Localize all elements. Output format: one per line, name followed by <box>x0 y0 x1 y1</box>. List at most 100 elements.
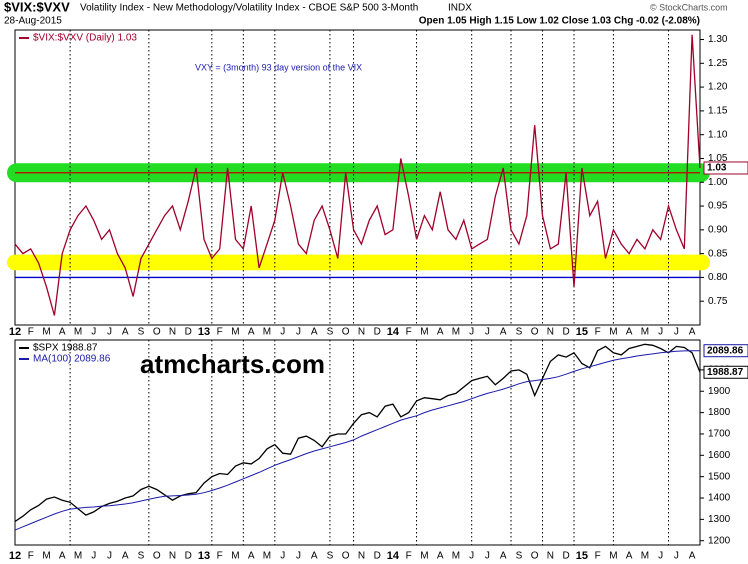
x-tick-label: M <box>231 327 239 338</box>
x-tick-label: A <box>437 327 444 338</box>
x-tick-label: 13 <box>198 326 210 338</box>
end-label: 2089.86 <box>707 345 744 356</box>
x-tick-label: J <box>469 327 474 338</box>
x-tick-label: S <box>516 551 523 562</box>
x-tick-label: F <box>406 327 412 338</box>
x-tick-label: F <box>28 327 34 338</box>
x-tick-label: M <box>74 551 82 562</box>
end-label: 1988.87 <box>707 367 744 378</box>
x-tick-label: N <box>547 327 554 338</box>
x-tick-label: J <box>658 327 663 338</box>
y-tick-label: 1.00 <box>708 177 728 188</box>
x-tick-label: J <box>296 327 301 338</box>
x-tick-label: D <box>185 551 192 562</box>
x-tick-label: A <box>626 551 633 562</box>
data-line <box>14 34 701 316</box>
x-tick-label: J <box>674 551 679 562</box>
y-tick-label: 1.25 <box>708 58 728 69</box>
legend-entry: $VIX:$VXV (Daily) 1.03 <box>33 33 137 44</box>
x-tick-label: A <box>122 551 129 562</box>
end-label-box <box>703 344 748 358</box>
data-line <box>14 350 700 531</box>
x-tick-label: M <box>231 551 239 562</box>
x-tick-label: N <box>358 551 365 562</box>
y-tick-label: 0.95 <box>708 201 728 212</box>
x-tick-label: F <box>217 327 223 338</box>
x-tick-label: A <box>500 551 507 562</box>
x-tick-label: 15 <box>576 550 588 562</box>
x-tick-label: J <box>107 551 112 562</box>
x-tick-label: D <box>374 551 381 562</box>
x-tick-label: M <box>42 327 50 338</box>
data-line <box>14 343 701 523</box>
end-label-box <box>703 365 748 379</box>
x-tick-label: S <box>327 327 334 338</box>
plot-layer: 0.75 0.80 0.85 0.90 0.95 1.00 1.05 1.10 1.15 1.20… <box>7 29 748 562</box>
x-tick-label: O <box>342 551 350 562</box>
y-tick-label: 1900 <box>708 386 731 397</box>
x-tick-label: 14 <box>387 326 400 338</box>
x-tick-label: M <box>641 327 649 338</box>
x-tick-label: F <box>406 551 412 562</box>
x-tick-label: A <box>248 327 255 338</box>
legend-entry: $SPX 1988.87 <box>33 343 98 354</box>
annotation: VXY = (3month) 93 day version of the VIX <box>195 62 362 72</box>
y-tick-label: 1400 <box>708 493 731 504</box>
band <box>7 254 710 271</box>
source: © StockCharts.com <box>650 2 728 12</box>
x-tick-label: M <box>74 327 82 338</box>
y-tick-label: 1200 <box>708 535 731 546</box>
x-tick-label: S <box>138 327 145 338</box>
x-tick-label: M <box>263 327 271 338</box>
x-tick-label: A <box>626 327 633 338</box>
quote: Open 1.05 High 1.15 Low 1.02 Close 1.03 … <box>419 16 700 27</box>
x-tick-label: S <box>516 327 523 338</box>
x-tick-label: F <box>28 551 34 562</box>
x-tick-label: M <box>42 551 50 562</box>
y-tick-label: 1.10 <box>708 129 728 140</box>
y-tick-label: 0.90 <box>708 224 728 235</box>
y-tick-label: 0.75 <box>708 296 728 307</box>
y-tick-label: 1800 <box>708 407 731 418</box>
x-tick-label: A <box>500 327 507 338</box>
x-tick-label: J <box>91 327 96 338</box>
x-tick-label: 12 <box>9 326 21 338</box>
x-tick-label: M <box>420 327 428 338</box>
x-tick-label: A <box>122 327 129 338</box>
chart-title: $VIX:$VXV <box>4 0 70 14</box>
end-label: 1.03 <box>707 163 727 174</box>
x-tick-label: N <box>169 327 176 338</box>
x-tick-label: N <box>169 551 176 562</box>
x-tick-label: M <box>609 551 617 562</box>
x-tick-label: 13 <box>198 550 210 562</box>
x-tick-label: 15 <box>576 326 588 338</box>
y-tick-label: 1.05 <box>708 153 728 164</box>
x-tick-label: A <box>437 551 444 562</box>
x-tick-label: O <box>531 551 539 562</box>
x-tick-label: F <box>217 551 223 562</box>
x-tick-label: M <box>452 327 460 338</box>
x-tick-label: A <box>689 327 696 338</box>
x-tick-label: D <box>563 327 570 338</box>
x-tick-label: D <box>374 327 381 338</box>
x-tick-label: O <box>153 327 161 338</box>
x-tick-label: M <box>641 551 649 562</box>
x-tick-label: J <box>485 327 490 338</box>
y-tick-label: 1500 <box>708 471 731 482</box>
x-tick-label: O <box>531 327 539 338</box>
x-tick-label: J <box>91 551 96 562</box>
x-tick-label: 12 <box>9 550 21 562</box>
x-tick-label: A <box>59 551 66 562</box>
x-tick-label: M <box>452 551 460 562</box>
x-tick-label: J <box>469 551 474 562</box>
x-tick-label: S <box>327 551 334 562</box>
x-tick-label: J <box>107 327 112 338</box>
x-tick-label: J <box>296 551 301 562</box>
watermark: atmcharts.com <box>140 349 325 379</box>
exchange: INDX <box>448 3 472 14</box>
y-tick-label: 1600 <box>708 450 731 461</box>
y-tick-label: 1.30 <box>708 34 728 45</box>
plot-frame <box>14 339 701 546</box>
